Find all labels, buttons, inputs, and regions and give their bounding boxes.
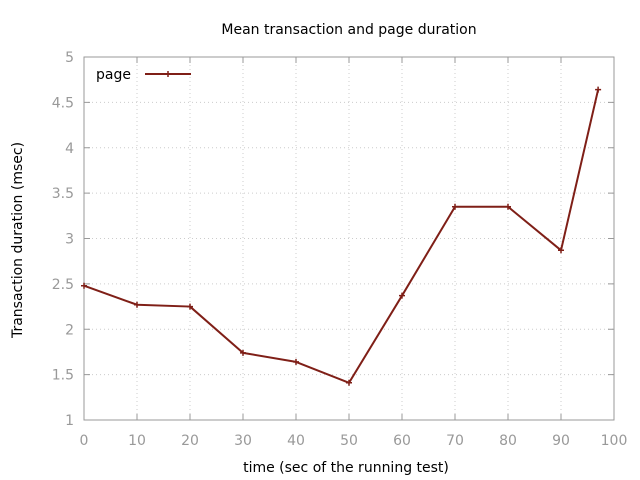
data-point — [293, 358, 299, 365]
x-tick-label: 90 — [552, 433, 570, 449]
x-tick-label: 0 — [80, 433, 89, 449]
grid-lines — [84, 57, 614, 420]
y-tick-label: 2 — [65, 322, 74, 338]
data-point — [81, 282, 87, 289]
x-tick-label: 30 — [234, 433, 252, 449]
y-tick-label: 3.5 — [52, 186, 74, 202]
legend-label-page: page — [96, 67, 131, 83]
series-line-page — [83, 89, 600, 384]
data-point — [134, 301, 140, 308]
x-tick-label: 10 — [128, 433, 146, 449]
y-axis-label: Transaction duration (msec) — [10, 142, 26, 339]
x-tick-label: 40 — [287, 433, 305, 449]
data-point — [240, 349, 246, 356]
data-point — [187, 303, 193, 310]
x-axis-ticks: 0 10 20 30 40 50 60 70 80 90 100 — [80, 57, 628, 449]
x-tick-label: 20 — [181, 433, 199, 449]
chart-title: Mean transaction and page duration — [221, 22, 476, 38]
x-tick-label: 80 — [499, 433, 517, 449]
y-tick-label: 1.5 — [52, 368, 74, 384]
data-point — [399, 292, 405, 299]
data-point — [452, 203, 458, 210]
data-point — [558, 247, 564, 254]
legend-marker-page — [165, 71, 171, 77]
y-tick-label: 4 — [65, 141, 74, 157]
y-tick-label: 4.5 — [52, 95, 74, 111]
y-tick-label: 2.5 — [52, 277, 74, 293]
series-group — [81, 86, 602, 386]
data-point — [595, 86, 602, 93]
y-tick-label: 3 — [65, 232, 74, 248]
data-point — [505, 203, 511, 210]
x-tick-label: 50 — [340, 433, 358, 449]
x-tick-label: 100 — [601, 433, 628, 449]
y-tick-label: 5 — [65, 50, 74, 66]
x-tick-label: 60 — [393, 433, 411, 449]
y-tick-label: 1 — [65, 413, 74, 429]
plot-frame — [83, 56, 615, 421]
data-point — [346, 379, 352, 386]
x-axis-label: time (sec of the running test) — [243, 460, 449, 476]
legend: page — [96, 67, 191, 83]
y-axis-ticks: 1 1.5 2 2.5 3 3.5 4 4.5 5 — [52, 50, 614, 429]
x-tick-label: 70 — [446, 433, 464, 449]
